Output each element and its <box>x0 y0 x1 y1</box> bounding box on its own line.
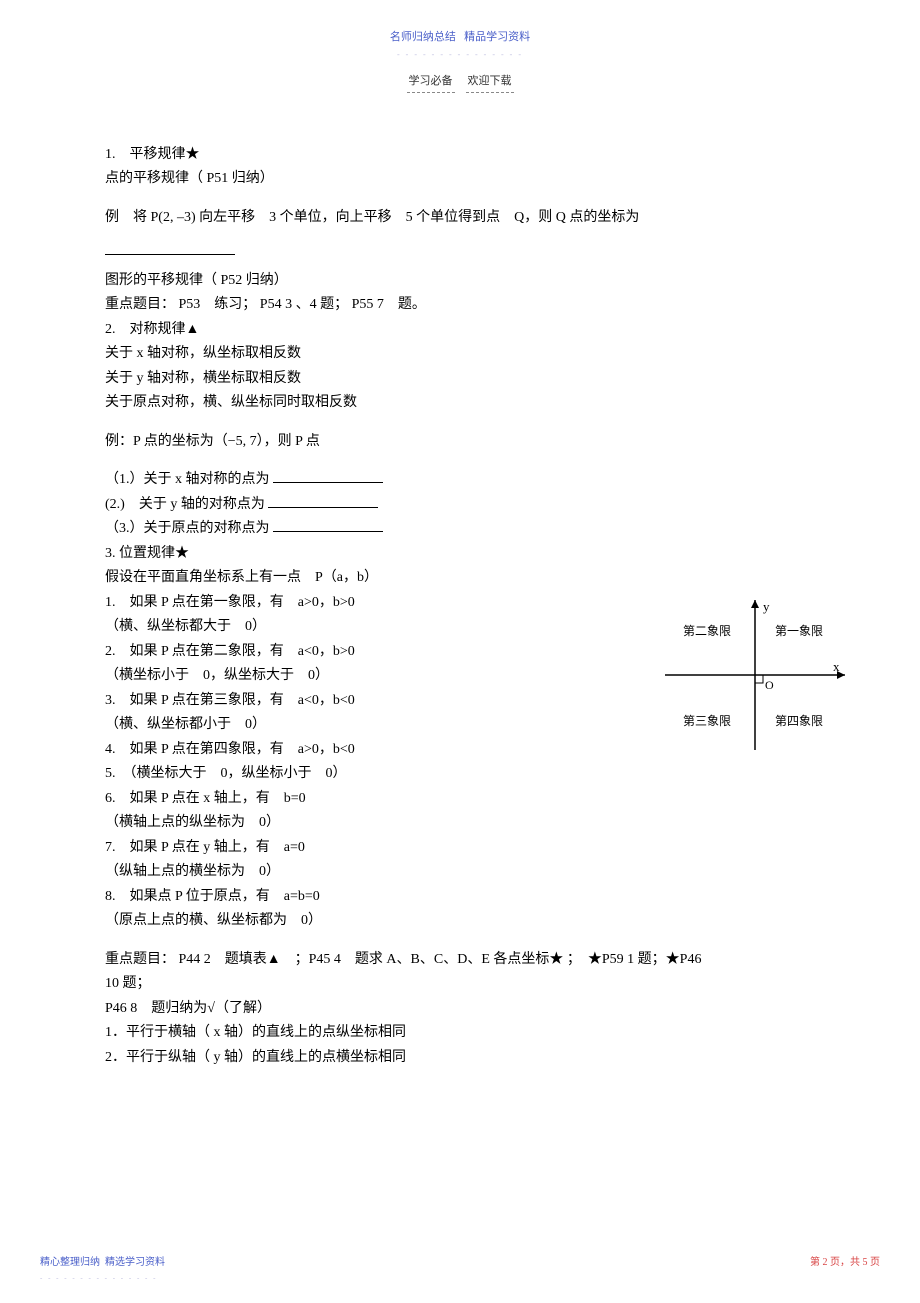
header-sub-left: 学习必备 <box>407 72 455 93</box>
line-11: (2.) 关于 y 轴的对称点为 <box>105 493 815 518</box>
line-26: （纵轴上点的横坐标为 0） <box>105 860 815 885</box>
header-dots: - - - - - - - - - - - - - - - <box>0 48 920 62</box>
line-29: 重点题目： P44 2 题填表▲ ；P45 4 题求 A、B、C、D、E 各点坐… <box>105 948 815 973</box>
footer-left: 精心整理归纳 精选学习资料 - - - - - - - - - - - - - … <box>40 1254 165 1285</box>
line-25: 7. 如果 P 点在 y 轴上，有 a=0 <box>105 836 815 861</box>
line-3: 例 将 P(2, –3) 向左平移 3 个单位，向上平移 5 个单位得到点 Q，… <box>105 206 815 231</box>
q3-label: 第三象限 <box>683 714 731 728</box>
footer-dots: - - - - - - - - - - - - - - - <box>40 1272 165 1285</box>
y-arrow-icon <box>751 600 759 608</box>
page-footer: 精心整理归纳 精选学习资料 - - - - - - - - - - - - - … <box>0 1254 920 1285</box>
page-header-top: 名师归纳总结 精品学习资料 - - - - - - - - - - - - - … <box>0 0 920 62</box>
line-2: 点的平移规律（ P51 归纳） <box>105 167 815 192</box>
line-4a: 图形的平移规律（ P52 归纳） <box>105 269 815 294</box>
footer-left-b: 精选学习资料 <box>105 1257 165 1268</box>
line-23: 6. 如果 P 点在 x 轴上，有 b=0 <box>105 787 815 812</box>
q1-label: 第一象限 <box>775 624 823 638</box>
blank-answer <box>105 244 815 269</box>
line-24: （横轴上点的纵坐标为 0） <box>105 811 815 836</box>
page-header-sub: 学习必备 欢迎下载 <box>0 72 920 93</box>
main-content: 1. 平移规律★ 点的平移规律（ P51 归纳） 例 将 P(2, –3) 向左… <box>0 93 920 1071</box>
footer-left-a: 精心整理归纳 <box>40 1257 100 1268</box>
line-8: 关于原点对称，横、纵坐标同时取相反数 <box>105 391 815 416</box>
line-10: （1.）关于 x 轴对称的点为 <box>105 468 815 493</box>
line-4b: 重点题目： P53 练习； P54 3 、4 题； P55 7 题。 <box>105 293 815 318</box>
line-7: 关于 y 轴对称，横坐标取相反数 <box>105 367 815 392</box>
header-sub-right: 欢迎下载 <box>466 72 514 93</box>
line-1: 1. 平移规律★ <box>105 143 815 168</box>
header-top-left: 名师归纳总结 <box>390 31 456 43</box>
line-12: （3.）关于原点的对称点为 <box>105 517 815 542</box>
line-13: 3. 位置规律★ <box>105 542 815 567</box>
line-31: P46 8 题归纳为√（了解） <box>105 997 815 1022</box>
q4-label: 第四象限 <box>775 714 823 728</box>
line-9: 例：P 点的坐标为（−5, 7），则 P 点 <box>105 430 815 455</box>
header-top-right: 精品学习资料 <box>464 31 530 43</box>
origin-label: O <box>765 678 774 692</box>
line-30: 10 题； <box>105 972 815 997</box>
line-5: 2. 对称规律▲ <box>105 318 815 343</box>
line-14: 假设在平面直角坐标系上有一点 P（a，b） <box>105 566 815 591</box>
q2-label: 第二象限 <box>683 624 731 638</box>
y-axis-label: y <box>763 599 770 614</box>
line-33: 2．平行于纵轴（ y 轴）的直线上的点横坐标相同 <box>105 1046 815 1071</box>
x-axis-label: x <box>833 659 840 674</box>
line-6: 关于 x 轴对称，纵坐标取相反数 <box>105 342 815 367</box>
line-22: 5. （横坐标大于 0，纵坐标小于 0） <box>105 762 815 787</box>
line-27: 8. 如果点 P 位于原点，有 a=b=0 <box>105 885 815 910</box>
coordinate-svg: y x O 第二象限 第一象限 第三象限 第四象限 <box>665 595 850 755</box>
origin-marker <box>755 675 763 683</box>
footer-right: 第 2 页，共 5 页 <box>810 1254 880 1272</box>
quadrant-diagram: y x O 第二象限 第一象限 第三象限 第四象限 <box>665 595 850 755</box>
line-32: 1．平行于横轴（ x 轴）的直线上的点纵坐标相同 <box>105 1021 815 1046</box>
line-28: （原点上点的横、纵坐标都为 0） <box>105 909 815 934</box>
